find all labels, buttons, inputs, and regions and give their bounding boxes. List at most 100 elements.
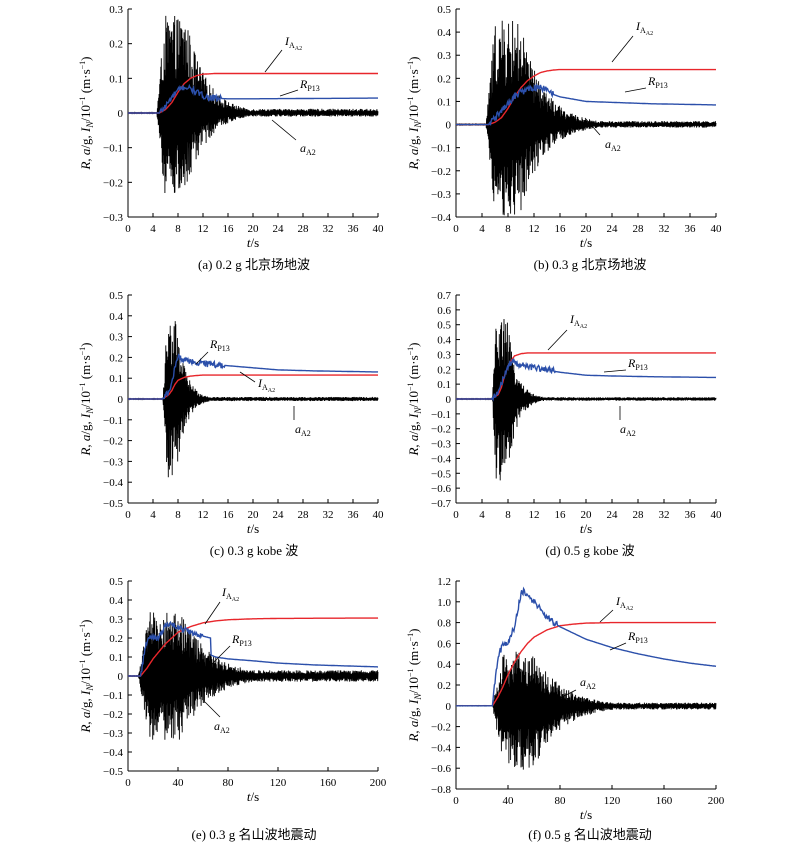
annotation-r-p13: RP13 [627, 629, 648, 645]
x-tick-label: 0 [453, 223, 459, 235]
x-tick-label: 4 [479, 509, 485, 521]
annotation-i-a2: IAA2 [635, 19, 653, 37]
series-a-a2-line [455, 318, 717, 481]
x-tick-label: 24 [273, 223, 285, 235]
y-axis-label: R, a/g, IN/10−1 (m·s−1) [78, 619, 95, 733]
x-tick-label: 28 [633, 223, 645, 235]
caption-f: (f) 0.5 g 名山波地震动 [528, 827, 652, 842]
y-tick-label: 0 [446, 120, 452, 132]
x-tick-label: 36 [685, 509, 697, 521]
y-tick-label: 0.5 [437, 320, 451, 332]
series-i-a2-line [456, 621, 716, 707]
annotation-leader-a [271, 119, 297, 141]
y-tick-label: −0.6 [431, 483, 451, 495]
x-tick-label: 24 [607, 223, 619, 235]
annotation-r-p13: RP13 [647, 74, 668, 90]
x-axis-label: t/s [247, 235, 259, 250]
y-tick-label: 1.0 [437, 597, 451, 609]
series-a-a2-line [127, 321, 379, 478]
y-tick-label: −0.4 [431, 453, 451, 465]
y-tick-label: 0.5 [437, 4, 451, 16]
x-tick-label: 8 [505, 223, 511, 235]
y-tick-label: −0.2 [103, 177, 123, 189]
y-tick-label: 0.1 [109, 652, 123, 664]
series-a-a2-line [455, 20, 717, 216]
annotation-leader-i [611, 35, 634, 63]
annotation-a-a2: aA2 [605, 137, 621, 153]
caption-b: (b) 0.3 g 北京场地波 [533, 257, 647, 272]
y-tick-label: 0.2 [437, 364, 451, 376]
x-tick-label: 8 [175, 223, 181, 235]
y-tick-label: −0.1 [103, 690, 123, 702]
x-tick-label: 28 [298, 509, 310, 521]
y-axis-label: R, a/g, IN/10−1 (m·s−1) [406, 342, 423, 456]
y-tick-label: −0.4 [431, 212, 451, 224]
y-tick-label: 0.4 [109, 311, 123, 323]
annotation-leader-r [624, 87, 647, 93]
y-tick-label: −0.3 [431, 189, 451, 201]
y-tick-label: −0.2 [103, 436, 123, 448]
x-axis-label: t/s [247, 521, 259, 536]
x-tick-label: 12 [198, 509, 209, 521]
x-tick-label: 12 [529, 223, 540, 235]
subplot-a: −0.3 −0.2 −0.1 0 0.1 0.2 0.3 0 4 8 12 16 20 24 28 32 36 4… [78, 4, 384, 250]
x-tick-label: 120 [270, 777, 287, 789]
x-tick-label: 120 [604, 795, 621, 807]
x-tick-label: 0 [125, 777, 131, 789]
x-tick-label: 0 [453, 509, 459, 521]
annotation-a-a2: aA2 [214, 719, 230, 735]
annotation-leader-a [204, 701, 221, 718]
x-tick-label: 40 [711, 223, 723, 235]
annotation-a-a2: aA2 [295, 422, 311, 438]
annotation-leader-r [195, 351, 209, 365]
y-tick-label: 0 [118, 394, 124, 406]
y-tick-label: −0.2 [431, 722, 451, 734]
annotation-r-p13: RP13 [299, 77, 320, 93]
annotation-leader-r [211, 645, 231, 665]
series-i-a2-line [456, 352, 716, 400]
y-tick-label: 0.2 [437, 73, 451, 85]
x-tick-label: 28 [298, 223, 310, 235]
x-tick-label: 4 [150, 223, 156, 235]
annotation-i-a2: IAA2 [615, 594, 633, 612]
y-tick-label: 0.8 [437, 618, 451, 630]
series-a-a2-line [127, 15, 379, 194]
y-tick-label: −0.8 [431, 784, 451, 796]
x-tick-label: 20 [248, 509, 260, 521]
series-r-p13-line [128, 83, 378, 114]
x-tick-label: 32 [323, 509, 334, 521]
y-tick-label: 0.4 [109, 595, 123, 607]
y-tick-label: 1.2 [437, 576, 451, 588]
series-i-a2-line [128, 72, 378, 114]
y-tick-label: 0 [446, 701, 452, 713]
series-a-a2-line [127, 612, 379, 740]
caption-a: (a) 0.2 g 北京场地波 [198, 257, 310, 272]
x-axis-label: t/s [247, 789, 259, 804]
y-tick-label: −0.5 [431, 468, 451, 480]
annotation-leader-i [264, 49, 283, 73]
annotation-i-a2: IAA2 [284, 34, 302, 52]
subplot-b: −0.4 −0.3 −0.2 −0.1 0 0.1 0.2 0.3 0.4 0.5 0 4 8 12 16 2… [406, 4, 722, 250]
y-tick-label: 0.4 [437, 27, 451, 39]
y-tick-label: −0.3 [431, 439, 451, 451]
x-tick-label: 32 [659, 223, 670, 235]
y-tick-label: 0.4 [437, 335, 451, 347]
annotation-leader-a [584, 117, 601, 136]
x-tick-label: 36 [348, 509, 360, 521]
y-axis-label: R, a/g, IN/10−1 (m·s−1) [406, 628, 423, 742]
x-tick-label: 80 [555, 795, 567, 807]
y-tick-label: −0.4 [103, 477, 123, 489]
y-tick-label: 0.5 [109, 576, 123, 588]
x-tick-label: 40 [373, 223, 385, 235]
y-axis-label: R, a/g, IN/10−1 (m·s−1) [78, 342, 95, 456]
x-tick-label: 16 [223, 509, 235, 521]
annotation-a-a2: aA2 [620, 422, 636, 438]
x-tick-label: 32 [323, 223, 334, 235]
y-tick-label: −0.7 [431, 498, 451, 510]
x-tick-label: 36 [685, 223, 697, 235]
y-tick-label: 0.3 [437, 349, 451, 361]
y-tick-label: 0.1 [109, 373, 123, 385]
y-tick-label: 0.1 [437, 379, 451, 391]
caption-d: (d) 0.5 g kobe 波 [545, 543, 635, 558]
